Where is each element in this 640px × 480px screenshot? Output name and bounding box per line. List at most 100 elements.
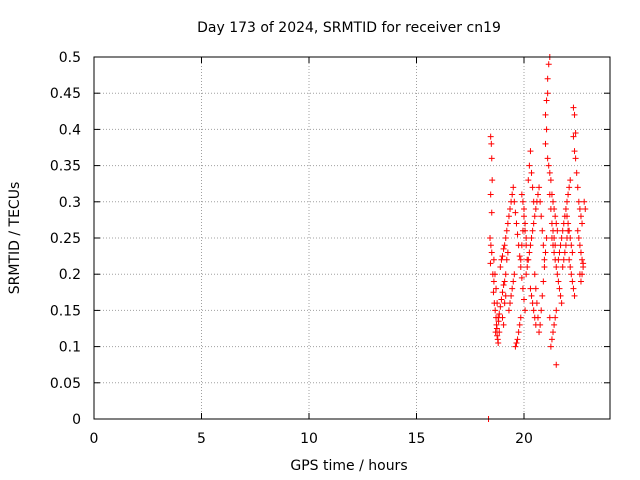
data-point xyxy=(527,285,534,292)
data-point xyxy=(582,206,589,213)
data-point xyxy=(524,256,531,263)
chart-title: Day 173 of 2024, SRMTID for receiver cn1… xyxy=(197,20,501,36)
data-point xyxy=(576,242,583,249)
data-point xyxy=(556,285,563,292)
data-point xyxy=(510,278,517,285)
data-point xyxy=(572,155,579,162)
data-point xyxy=(523,242,530,249)
data-point xyxy=(541,256,548,263)
data-point xyxy=(526,162,533,169)
data-point xyxy=(570,285,577,292)
data-point xyxy=(501,278,508,285)
data-point xyxy=(487,260,494,267)
data-point xyxy=(556,249,563,256)
data-point xyxy=(529,227,536,234)
data-point xyxy=(531,213,538,220)
data-point xyxy=(502,235,509,241)
data-point xyxy=(545,61,552,68)
data-point xyxy=(566,227,573,234)
data-point xyxy=(571,148,578,155)
data-point xyxy=(543,97,550,104)
data-point xyxy=(558,235,565,241)
data-point xyxy=(530,198,537,205)
data-point xyxy=(507,206,514,213)
data-point xyxy=(495,339,502,346)
data-point xyxy=(521,213,527,220)
data-point xyxy=(487,133,494,140)
data-point xyxy=(504,220,511,227)
data-point xyxy=(569,278,576,285)
data-point xyxy=(558,300,565,307)
data-point xyxy=(531,314,538,321)
data-point xyxy=(517,256,524,263)
data-point xyxy=(511,271,518,278)
data-point xyxy=(498,256,505,263)
data-point xyxy=(552,242,559,249)
data-point xyxy=(490,289,497,296)
data-point xyxy=(553,263,560,270)
data-point xyxy=(557,242,564,249)
data-point xyxy=(551,249,558,256)
data-point xyxy=(537,198,544,205)
data-point xyxy=(570,133,577,140)
data-point xyxy=(579,220,586,227)
data-point xyxy=(511,198,518,205)
data-point xyxy=(512,343,519,350)
data-point xyxy=(534,191,541,198)
data-point xyxy=(526,249,533,256)
axis-ticks: 0 0.05 0.1 0.15 0.2 0.25 0.3 0.35 0.4 0.45 0.5 0 5 10… xyxy=(50,50,610,447)
data-point xyxy=(580,260,587,267)
data-point xyxy=(542,249,549,256)
data-point xyxy=(525,177,532,184)
data-point xyxy=(500,282,507,289)
data-point xyxy=(490,256,497,263)
data-point xyxy=(509,191,516,198)
data-point xyxy=(544,155,551,162)
data-point xyxy=(565,191,572,198)
data-point xyxy=(572,130,579,137)
data-point xyxy=(489,177,496,184)
data-point xyxy=(523,271,530,278)
data-point xyxy=(529,300,536,307)
data-point xyxy=(538,213,545,220)
data-point xyxy=(521,296,527,303)
data-point xyxy=(551,235,558,241)
data-point xyxy=(517,314,524,321)
data-point xyxy=(543,235,550,241)
data-point xyxy=(550,227,557,234)
data-point xyxy=(488,209,495,216)
data-point xyxy=(487,235,494,241)
data-point xyxy=(509,285,516,292)
data-point xyxy=(498,296,505,303)
y-tick-label: 0.2 xyxy=(59,267,81,283)
data-point xyxy=(516,321,523,328)
data-point xyxy=(519,285,526,292)
data-point xyxy=(528,235,535,241)
data-point xyxy=(513,220,520,227)
data-point xyxy=(507,300,514,307)
data-points xyxy=(485,54,589,422)
data-point xyxy=(554,271,561,278)
data-point xyxy=(497,303,504,310)
data-point xyxy=(488,140,495,147)
data-point xyxy=(505,213,512,220)
data-point xyxy=(518,191,525,198)
y-tick-label: 0 xyxy=(72,412,81,428)
data-point xyxy=(487,191,494,198)
data-point xyxy=(536,184,543,191)
data-point xyxy=(529,184,536,191)
data-point xyxy=(543,126,550,133)
data-point xyxy=(505,307,512,314)
data-point xyxy=(573,169,580,176)
data-point xyxy=(547,206,554,213)
data-point xyxy=(532,206,539,213)
data-point xyxy=(550,198,557,205)
data-point xyxy=(542,111,549,118)
data-point xyxy=(531,271,538,278)
data-point xyxy=(548,336,555,343)
data-point xyxy=(501,242,508,249)
data-point xyxy=(503,256,510,263)
x-tick-label: 5 xyxy=(197,431,206,447)
x-axis-title: GPS time / hours xyxy=(290,458,407,474)
